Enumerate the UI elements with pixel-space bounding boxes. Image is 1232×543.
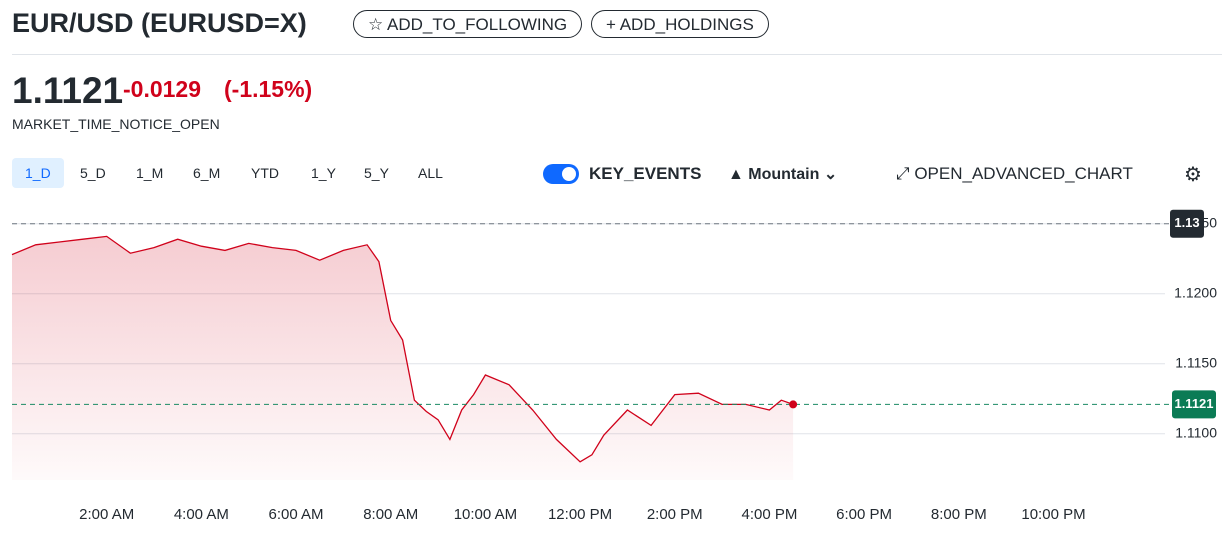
key-events: KEY_EVENTS: [589, 164, 702, 183]
area: [12, 236, 794, 480]
x-tick-label: 6:00 AM: [269, 506, 324, 523]
y-tick-label: 1.1100: [1175, 425, 1217, 441]
follow-label: ADD_TO_FOLLOWING: [387, 15, 568, 34]
range-tab[interactable]: 1_D: [12, 158, 64, 188]
range-tab[interactable]: 1_Y: [311, 165, 336, 181]
advanced-chart[interactable]: ⤢ OPEN_ADVANCED_CHART: [896, 164, 1133, 183]
last-price-label: 1.1121: [1174, 396, 1213, 411]
previous-close-label: 1.13: [1174, 215, 1199, 230]
x-tick-label: 6:00 PM: [836, 506, 892, 523]
chart-type-label: Mountain: [748, 166, 820, 183]
x-tick-label: 10:00 PM: [1021, 506, 1085, 523]
change: -0.0129: [123, 76, 202, 102]
last-price-badge: [1172, 390, 1216, 419]
x-tick-label: 12:00 PM: [548, 506, 612, 523]
holdings-button[interactable]: + ADD_HOLDINGS: [591, 10, 769, 38]
x-tick-label: 2:00 AM: [79, 506, 134, 523]
x-tick-label: 8:00 PM: [931, 506, 987, 523]
last-point: [789, 400, 798, 409]
range-tab[interactable]: 5_D: [80, 165, 106, 181]
previous-close-badge: [1170, 209, 1204, 238]
y-tick-label: 1.1150: [1175, 355, 1217, 371]
title: EUR/USD (EURUSD=X): [12, 8, 307, 38]
chart-type[interactable]: ▲ Mountain ⌄: [728, 166, 838, 183]
x-tick-label: 2:00 PM: [647, 506, 703, 523]
range-tab[interactable]: ALL: [418, 165, 443, 181]
range-tab[interactable]: 6_M: [193, 165, 221, 181]
holdings-label: ADD_HOLDINGS: [619, 15, 754, 34]
x-tick-label: 4:00 PM: [742, 506, 798, 523]
follow-button[interactable]: ☆ ADD_TO_FOLLOWING: [353, 10, 583, 38]
market-notice: MARKET_TIME_NOTICE_OPEN: [12, 116, 220, 132]
divider: [12, 54, 1222, 55]
x-tick-label: 8:00 AM: [363, 506, 418, 523]
price: 1.1121: [12, 70, 124, 111]
settings-icon[interactable]: ⚙: [1184, 164, 1202, 186]
price-line: [11, 235, 794, 463]
advanced-label: OPEN_ADVANCED_CHART: [914, 164, 1133, 183]
change-percent: (-1.15%): [224, 76, 313, 102]
y-tick-label: 1.1200: [1174, 285, 1217, 301]
x-tick-label: 4:00 AM: [174, 506, 229, 523]
x-tick-label: 10:00 AM: [454, 506, 517, 523]
toggle[interactable]: [543, 164, 579, 184]
range-tab[interactable]: YTD: [251, 165, 279, 181]
range-tab[interactable]: 5_Y: [364, 165, 389, 181]
range-tab[interactable]: 1_M: [136, 165, 164, 181]
